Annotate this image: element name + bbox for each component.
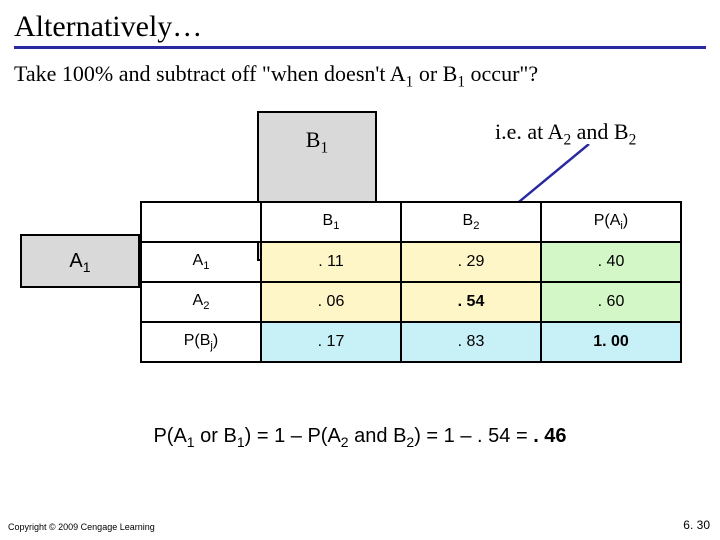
table-row: A1 . 11 . 29 . 40	[141, 242, 681, 282]
subtitle-text-3: occur"?	[465, 61, 538, 86]
table-header-row: B1 B2 P(Ai)	[141, 202, 681, 242]
b1-box-sub: 1	[320, 140, 328, 157]
cell-a2-b1: . 06	[261, 282, 401, 322]
eq-p4: and B	[349, 425, 407, 447]
eq-answer: . 46	[533, 425, 566, 447]
diagram-stage: B1 i.e. at A2 and B2 A1 B1 B2 P(Ai) A1 .…	[0, 91, 720, 421]
row-label-a1: A1	[141, 242, 261, 282]
a1-box-label: A	[69, 250, 82, 272]
table-row: A2 . 06 . 54 . 60	[141, 282, 681, 322]
r2-lbl: P(B	[184, 332, 211, 349]
cell-a1-b1: . 11	[261, 242, 401, 282]
subtitle-text-2: or B	[413, 61, 457, 86]
hdr-pa-text: P(A	[594, 212, 621, 229]
header-pai: P(Ai)	[541, 202, 681, 242]
r1-sub: 2	[203, 300, 209, 312]
cell-pb-total: 1. 00	[541, 322, 681, 362]
header-blank	[141, 202, 261, 242]
header-b1: B1	[261, 202, 401, 242]
eq-p3: ) = 1 – P(A	[245, 425, 341, 447]
page-number: 6. 30	[683, 518, 710, 532]
row-label-pbj: P(Bj)	[141, 322, 261, 362]
hdr-b2-text: B	[463, 212, 474, 229]
subtitle: Take 100% and subtract off "when doesn't…	[0, 53, 720, 91]
a1-shaded-box: A1	[20, 234, 140, 288]
title-rule	[14, 46, 706, 49]
slide-title: Alternatively…	[14, 10, 706, 44]
hdr-b1-text: B	[323, 212, 334, 229]
eq-s2: 1	[237, 434, 245, 450]
table-row: P(Bj) . 17 . 83 1. 00	[141, 322, 681, 362]
eq-p5: ) = 1 – . 54 =	[414, 425, 533, 447]
cell-a2-b2: . 54	[401, 282, 541, 322]
row-label-a2: A2	[141, 282, 261, 322]
r2-post: )	[213, 332, 218, 349]
b1-box-label: B	[306, 127, 321, 152]
probability-table: B1 B2 P(Ai) A1 . 11 . 29 . 40 A2 . 06 . …	[140, 201, 682, 363]
subtitle-text-1: Take 100% and subtract off "when doesn't…	[14, 61, 406, 86]
eq-s3: 2	[341, 434, 349, 450]
r0-sub: 1	[203, 260, 209, 272]
sub-1b: 1	[457, 73, 465, 90]
hdr-b2-sub: 2	[473, 220, 479, 232]
r1-lbl: A	[193, 292, 204, 309]
note-p1: i.e. at A	[495, 119, 563, 144]
cell-a1-pa: . 40	[541, 242, 681, 282]
copyright-text: Copyright © 2009 Cengage Learning	[8, 522, 155, 532]
hdr-pa-post: )	[623, 212, 628, 229]
cell-pb-b2: . 83	[401, 322, 541, 362]
a1-box-sub: 1	[83, 259, 91, 275]
cell-a1-b2: . 29	[401, 242, 541, 282]
hdr-b1-sub: 1	[333, 220, 339, 232]
eq-p1: P(A	[153, 425, 186, 447]
note-p2: and B	[571, 119, 628, 144]
r0-lbl: A	[193, 252, 204, 269]
eq-s1: 1	[187, 434, 195, 450]
eq-p2: or B	[195, 425, 237, 447]
cell-a2-pa: . 60	[541, 282, 681, 322]
result-equation: P(A1 or B1) = 1 – P(A2 and B2) = 1 – . 5…	[0, 425, 720, 450]
title-area: Alternatively…	[0, 0, 720, 53]
cell-pb-b1: . 17	[261, 322, 401, 362]
note-sub-b: 2	[629, 132, 637, 149]
header-b2: B2	[401, 202, 541, 242]
